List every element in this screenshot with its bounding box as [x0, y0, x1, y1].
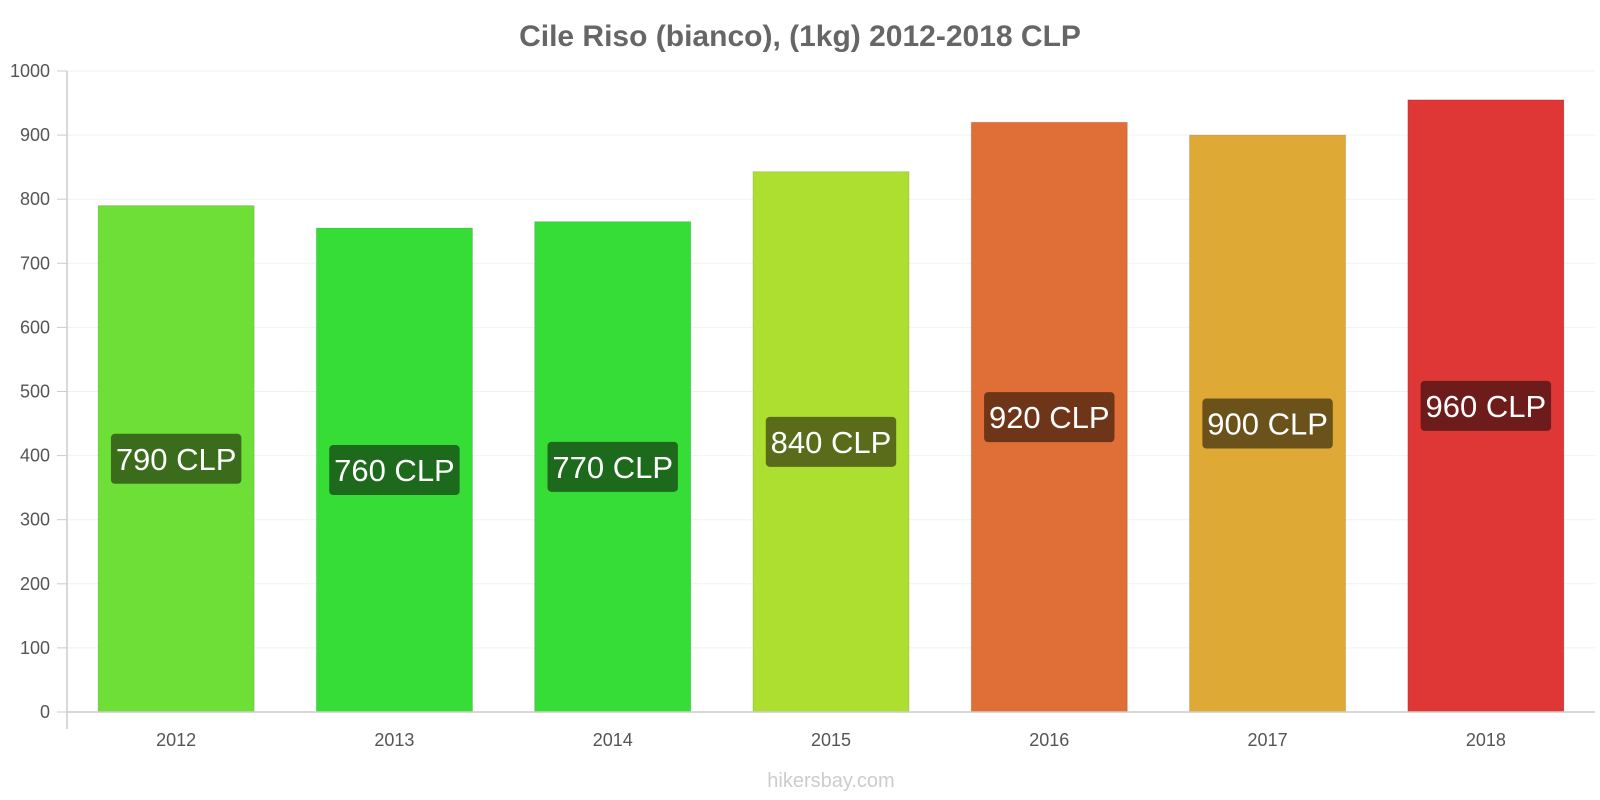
x-tick-label: 2018	[1466, 730, 1506, 750]
x-tick-label: 2014	[593, 730, 633, 750]
y-tick-label: 400	[20, 446, 50, 466]
y-tick-label: 500	[20, 382, 50, 402]
data-label: 790 CLP	[116, 442, 237, 477]
x-tick-label: 2016	[1029, 730, 1069, 750]
y-tick-label: 900	[20, 125, 50, 145]
data-label-box	[547, 441, 678, 492]
x-tick-label: 2012	[156, 730, 196, 750]
axes: 0 100 200 300 400 500 600 700 800 900 1000 2012 2013…	[10, 61, 1595, 750]
watermark: hikersbay.com	[767, 770, 894, 792]
bars: 790 CLP 760 CLP 770 CLP 840 CLP 920 CLP 900 C…	[97, 99, 1565, 713]
y-tick-label: 200	[20, 574, 50, 594]
data-label: 760 CLP	[334, 453, 455, 488]
x-tick-label: 2015	[811, 730, 851, 750]
data-label-box	[329, 445, 460, 496]
chart-title: Cile Riso (bianco), (1kg) 2012-2018 CLP	[519, 20, 1081, 53]
y-tick-label: 300	[20, 510, 50, 530]
data-label: 770 CLP	[552, 450, 673, 485]
y-tick-label: 800	[20, 189, 50, 209]
x-tick-label: 2013	[374, 730, 414, 750]
data-label-box	[110, 433, 242, 484]
data-label: 840 CLP	[771, 425, 892, 460]
y-tick-label: 1000	[10, 61, 50, 81]
data-label-box	[984, 392, 1115, 443]
y-tick-label: 700	[20, 253, 50, 273]
data-label: 960 CLP	[1426, 389, 1547, 424]
data-label: 900 CLP	[1207, 407, 1328, 442]
data-label: 920 CLP	[989, 400, 1110, 435]
y-tick-label: 0	[40, 702, 50, 722]
y-tick-label: 100	[20, 638, 50, 658]
data-label-box	[1202, 398, 1333, 449]
data-label-box	[765, 416, 897, 467]
data-label-box	[1420, 380, 1552, 431]
y-tick-label: 600	[20, 317, 50, 337]
x-tick-label: 2017	[1248, 730, 1288, 750]
